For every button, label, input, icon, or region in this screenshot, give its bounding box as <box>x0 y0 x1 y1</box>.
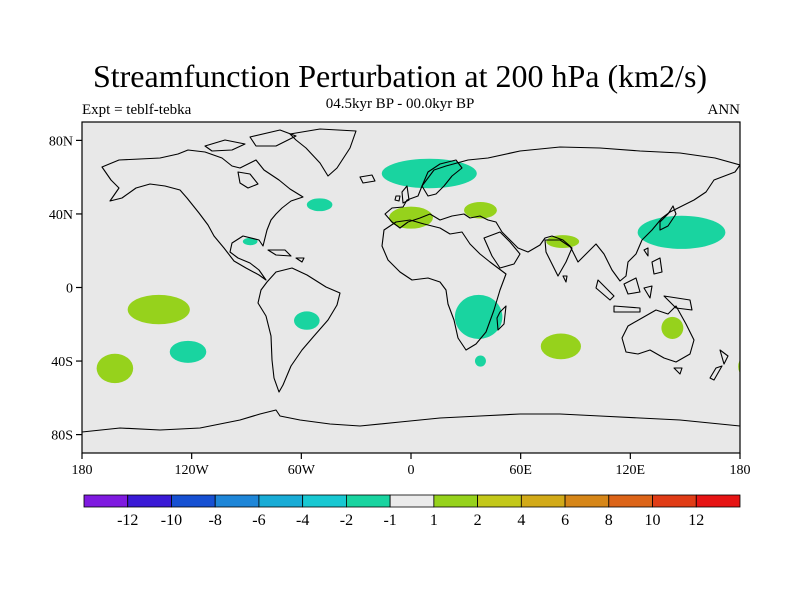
lon-tick-label: 120W <box>175 463 210 478</box>
colorbar-label: -6 <box>252 512 265 529</box>
colorbar-swatch <box>258 494 304 508</box>
colorbar-swatch <box>520 494 566 508</box>
coast-caribbean <box>267 249 305 263</box>
lon-tick-label: 180 <box>72 463 93 478</box>
coast-british-isles <box>394 185 410 204</box>
anomaly-north-atlantic-europe <box>381 158 477 189</box>
colorbar-swatch <box>695 494 741 508</box>
coast-sri-lanka <box>562 275 568 283</box>
colorbar-label: -1 <box>383 512 396 529</box>
anomaly-tropical-pacific <box>127 294 190 325</box>
coast-iceland <box>359 174 376 184</box>
axis-layer: 80N 40N 0 40S 80S 180 120W 60W 0 60E 120E 180 <box>49 134 751 478</box>
lon-tick-label: 120E <box>616 463 646 478</box>
colorbar: -12 -10 -8 -6 -4 -2 -1 1 2 4 6 8 10 12 <box>83 494 741 529</box>
colorbar-label: -10 <box>161 512 182 529</box>
colorbar-swatch <box>214 494 260 508</box>
lon-tick-label: 60W <box>288 463 316 478</box>
colorbar-label: 2 <box>474 512 482 529</box>
lat-tick-label: 0 <box>66 282 73 297</box>
colorbar-swatch <box>389 494 435 508</box>
colorbar-label: 10 <box>645 512 661 529</box>
colorbar-swatch <box>171 494 216 508</box>
colorbar-label: 1 <box>430 512 438 529</box>
coast-philippines <box>643 247 663 275</box>
colorbar-swatch <box>652 494 697 508</box>
colorbar-swatch <box>477 494 522 508</box>
coast-arctic-islands <box>204 129 297 152</box>
coast-eurasia <box>384 146 740 282</box>
anomaly-australia <box>661 316 684 339</box>
season-label: ANN <box>707 102 741 118</box>
colorbar-swatch <box>564 494 610 508</box>
coast-south-america <box>257 267 341 393</box>
colorbar-swatch <box>345 494 391 508</box>
colorbar-label: 8 <box>605 512 613 529</box>
coast-new-guinea <box>663 295 693 311</box>
lon-tick-label: 180 <box>730 463 751 478</box>
coast-madagascar <box>496 305 507 331</box>
plot-title: Streamfunction Perturbation at 200 hPa (… <box>92 58 708 94</box>
anomaly-north-pacific <box>637 215 726 249</box>
coast-arabia <box>483 231 521 269</box>
anomaly-southeast-pacific <box>96 353 134 384</box>
colorbar-label: -8 <box>209 512 222 529</box>
anomaly-gulf-of-mexico <box>242 237 258 246</box>
lat-tick-label: 80N <box>49 134 73 149</box>
coast-japan <box>659 205 677 231</box>
lat-tick-label: 80S <box>51 429 73 444</box>
lon-tick-label: 60E <box>509 463 532 478</box>
plot-subtitle: 04.5kyr BP - 00.0kyr BP <box>325 96 475 112</box>
coast-africa <box>381 219 507 351</box>
lon-tick-label: 0 <box>408 463 415 478</box>
experiment-label: Expt = teblf-tebka <box>82 102 192 118</box>
coast-australia <box>621 305 695 363</box>
coast-indonesia <box>595 277 653 313</box>
anomaly-southern-africa <box>454 294 503 339</box>
colorbar-label: 6 <box>561 512 569 529</box>
colorbar-label: 4 <box>517 512 525 529</box>
colorbar-swatch <box>302 494 347 508</box>
coast-antarctica <box>82 409 740 433</box>
colorbar-swatch <box>83 494 129 508</box>
lat-tick-label: 40N <box>49 208 73 223</box>
coast-scandinavia <box>421 159 463 197</box>
anomaly-west-atlantic <box>306 198 333 212</box>
colorbar-label: -2 <box>340 512 353 529</box>
anomaly-south-america <box>294 311 320 330</box>
coast-india <box>544 239 573 277</box>
anomaly-south-indian-ocean <box>540 333 581 360</box>
anomaly-madagascar-south <box>474 355 486 367</box>
anomaly-east-of-australia <box>738 360 740 373</box>
colorbar-swatch <box>608 494 653 508</box>
colorbar-label: 12 <box>688 512 704 529</box>
coast-north-america <box>101 149 304 281</box>
anomaly-mediterranean-east <box>464 201 497 219</box>
coastline-layer <box>82 128 740 433</box>
colorbar-swatch <box>127 494 172 508</box>
colorbar-label: -4 <box>296 512 309 529</box>
anomaly-south-pacific <box>169 340 207 363</box>
colorbar-swatch <box>433 494 479 508</box>
coast-greenland <box>289 128 357 177</box>
coast-new-zealand <box>709 349 729 381</box>
coast-tasmania <box>673 367 683 375</box>
coast-hudson-bay <box>237 171 259 189</box>
colorbar-label: -12 <box>117 512 138 529</box>
lat-tick-label: 40S <box>51 355 73 370</box>
